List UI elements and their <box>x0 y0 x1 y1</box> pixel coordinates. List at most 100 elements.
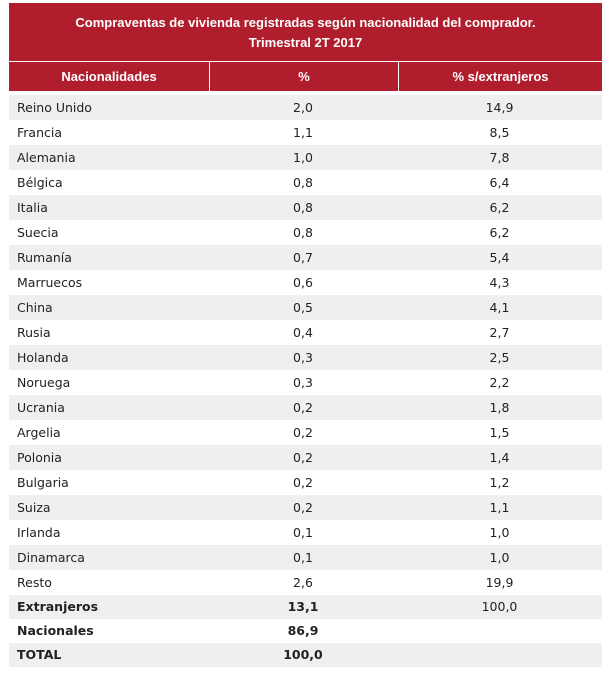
nationality-cell: Rumanía <box>17 250 72 265</box>
nationality-cell: Reino Unido <box>17 100 92 115</box>
housing-sales-table: Compraventas de vivienda registradas seg… <box>9 3 602 667</box>
table-header: Nacionalidades % % s/extranjeros <box>9 61 602 91</box>
nationality-cell: Suecia <box>17 225 59 240</box>
summary-label-cell: TOTAL <box>17 647 62 662</box>
nationality-cell: Ucrania <box>17 400 65 415</box>
nationality-cell: Argelia <box>17 425 61 440</box>
pct-extranjeros-cell: 19,9 <box>485 575 514 590</box>
pct-cell: 0,1 <box>293 525 313 540</box>
table-row: Resto 2,6 19,9 <box>9 570 602 595</box>
pct-extranjeros-cell: 4,1 <box>489 300 510 315</box>
pct-cell: 0,2 <box>293 475 313 490</box>
pct-cell: 0,2 <box>293 450 313 465</box>
nationality-cell: Marruecos <box>17 275 83 290</box>
table-title-line2: Trimestral 2T 2017 <box>248 35 363 50</box>
pct-extranjeros-cell: 7,8 <box>489 150 510 165</box>
summary-label-cell: Nacionales <box>17 623 94 638</box>
summary-row: Nacionales 86,9 <box>9 619 602 643</box>
pct-cell: 0,2 <box>293 425 313 440</box>
pct-cell: 2,6 <box>293 575 313 590</box>
table-row: Argelia 0,2 1,5 <box>9 420 602 445</box>
summary-row: TOTAL 100,0 <box>9 643 602 667</box>
pct-cell: 0,8 <box>293 200 313 215</box>
pct-extranjeros-cell: 1,4 <box>489 450 510 465</box>
summary-label-cell: Extranjeros <box>17 599 99 614</box>
pct-extranjeros-cell: 6,4 <box>489 175 510 190</box>
nationality-cell: Bulgaria <box>17 475 69 490</box>
table-row: Ucrania 0,2 1,8 <box>9 395 602 420</box>
table-row: Italia 0,8 6,2 <box>9 195 602 220</box>
table-body: Reino Unido 2,0 14,9 Francia 1,1 8,5 Alemania 1… <box>9 95 602 595</box>
table-row: Rusia 0,4 2,7 <box>9 320 602 345</box>
pct-cell: 0,8 <box>293 225 313 240</box>
table-row: China 0,5 4,1 <box>9 295 602 320</box>
nationality-cell: Resto <box>17 575 52 590</box>
column-header-nacionalidades: Nacionalidades <box>9 62 210 91</box>
table-row: Alemania 1,0 7,8 <box>9 145 602 170</box>
table-summary: Extranjeros 13,1 100,0 Nacionales 86,9 TOTAL 1… <box>9 595 602 667</box>
pct-cell: 0,1 <box>293 550 313 565</box>
table-row: Suecia 0,8 6,2 <box>9 220 602 245</box>
pct-extranjeros-cell: 2,2 <box>489 375 510 390</box>
nationality-cell: Noruega <box>17 375 71 390</box>
pct-extranjeros-cell: 1,2 <box>489 475 510 490</box>
pct-extranjeros-cell: 4,3 <box>489 275 510 290</box>
nationality-cell: Francia <box>17 125 63 140</box>
pct-cell: 2,0 <box>293 100 313 115</box>
pct-cell: 1,1 <box>293 125 313 140</box>
table-title-line1: Compraventas de vivienda registradas seg… <box>75 15 536 30</box>
table-row: Rumanía 0,7 5,4 <box>9 245 602 270</box>
table-row: Suiza 0,2 1,1 <box>9 495 602 520</box>
pct-cell: 0,4 <box>293 325 313 340</box>
nationality-cell: China <box>17 300 53 315</box>
nationality-cell: Rusia <box>17 325 51 340</box>
table-title: Compraventas de vivienda registradas seg… <box>9 3 602 61</box>
nationality-cell: Bélgica <box>17 175 63 190</box>
table-row: Noruega 0,3 2,2 <box>9 370 602 395</box>
pct-cell: 0,3 <box>293 350 313 365</box>
pct-extranjeros-cell: 5,4 <box>489 250 510 265</box>
summary-pct-cell: 100,0 <box>283 647 323 662</box>
pct-extranjeros-cell: 6,2 <box>489 225 510 240</box>
table-row: Dinamarca 0,1 1,0 <box>9 545 602 570</box>
nationality-cell: Italia <box>17 200 48 215</box>
table-row: Irlanda 0,1 1,0 <box>9 520 602 545</box>
nationality-cell: Alemania <box>17 150 76 165</box>
pct-extranjeros-cell: 6,2 <box>489 200 510 215</box>
table-row: Bulgaria 0,2 1,2 <box>9 470 602 495</box>
pct-extranjeros-cell: 1,1 <box>489 500 510 515</box>
summary-pct-extranjeros-cell <box>397 643 602 667</box>
table-row: Polonia 0,2 1,4 <box>9 445 602 470</box>
pct-extranjeros-cell: 2,7 <box>489 325 510 340</box>
pct-cell: 0,5 <box>293 300 313 315</box>
nationality-cell: Suiza <box>17 500 51 515</box>
summary-pct-extranjeros-cell: 100,0 <box>481 599 518 614</box>
column-header-pct-extranjeros: % s/extranjeros <box>452 69 549 84</box>
column-header-pct: % <box>210 62 399 91</box>
summary-pct-cell: 86,9 <box>287 623 319 638</box>
pct-extranjeros-cell: 8,5 <box>489 125 510 140</box>
table-row: Holanda 0,3 2,5 <box>9 345 602 370</box>
pct-extranjeros-cell: 1,5 <box>489 425 510 440</box>
pct-extranjeros-cell: 1,0 <box>489 525 510 540</box>
table-row: Francia 1,1 8,5 <box>9 120 602 145</box>
table-row: Marruecos 0,6 4,3 <box>9 270 602 295</box>
pct-extranjeros-cell: 2,5 <box>489 350 510 365</box>
table-row: Bélgica 0,8 6,4 <box>9 170 602 195</box>
pct-cell: 0,8 <box>293 175 313 190</box>
pct-extranjeros-cell: 1,8 <box>489 400 510 415</box>
nationality-cell: Holanda <box>17 350 69 365</box>
summary-pct-cell: 13,1 <box>287 599 319 614</box>
pct-cell: 0,6 <box>293 275 313 290</box>
pct-cell: 1,0 <box>293 150 313 165</box>
pct-cell: 0,3 <box>293 375 313 390</box>
pct-extranjeros-cell: 14,9 <box>485 100 514 115</box>
summary-row: Extranjeros 13,1 100,0 <box>9 595 602 619</box>
nationality-cell: Irlanda <box>17 525 61 540</box>
table-row: Reino Unido 2,0 14,9 <box>9 95 602 120</box>
summary-pct-extranjeros-cell <box>397 619 602 643</box>
pct-cell: 0,2 <box>293 400 313 415</box>
pct-extranjeros-cell: 1,0 <box>489 550 510 565</box>
nationality-cell: Dinamarca <box>17 550 85 565</box>
pct-cell: 0,2 <box>293 500 313 515</box>
